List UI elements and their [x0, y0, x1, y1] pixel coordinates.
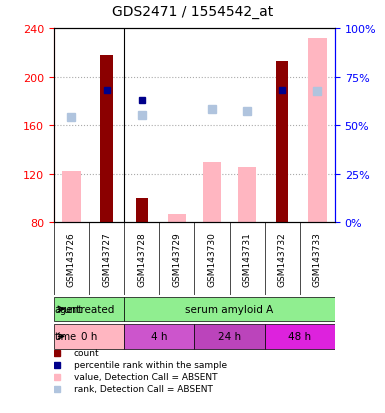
- Text: GSM143728: GSM143728: [137, 232, 146, 287]
- Text: GSM143730: GSM143730: [208, 232, 216, 287]
- Bar: [167, 214, 186, 223]
- Text: GSM143729: GSM143729: [172, 232, 181, 287]
- Text: GSM143731: GSM143731: [243, 232, 252, 287]
- Bar: [136, 199, 148, 223]
- Text: value, Detection Call = ABSENT: value, Detection Call = ABSENT: [74, 373, 217, 382]
- Text: 24 h: 24 h: [218, 332, 241, 342]
- Text: serum amyloid A: serum amyloid A: [186, 304, 274, 314]
- FancyBboxPatch shape: [264, 324, 335, 349]
- Bar: [276, 62, 288, 223]
- Text: percentile rank within the sample: percentile rank within the sample: [74, 361, 227, 369]
- FancyBboxPatch shape: [54, 297, 124, 322]
- Text: count: count: [74, 349, 99, 357]
- Bar: [203, 162, 221, 223]
- FancyBboxPatch shape: [54, 324, 124, 349]
- Bar: [238, 167, 256, 223]
- Text: GSM143726: GSM143726: [67, 232, 76, 287]
- FancyBboxPatch shape: [124, 297, 335, 322]
- Text: GSM143733: GSM143733: [313, 232, 322, 287]
- Bar: [308, 38, 326, 223]
- Bar: [100, 56, 113, 223]
- FancyBboxPatch shape: [124, 324, 194, 349]
- Text: GSM143727: GSM143727: [102, 232, 111, 287]
- Text: 4 h: 4 h: [151, 332, 167, 342]
- Text: 48 h: 48 h: [288, 332, 311, 342]
- Text: agent: agent: [55, 304, 83, 314]
- Text: 0 h: 0 h: [81, 332, 97, 342]
- Text: GSM143732: GSM143732: [278, 232, 287, 287]
- Text: untreated: untreated: [64, 304, 115, 314]
- Text: time: time: [55, 332, 77, 342]
- FancyBboxPatch shape: [194, 324, 264, 349]
- Text: GDS2471 / 1554542_at: GDS2471 / 1554542_at: [112, 5, 273, 19]
- Bar: [62, 172, 81, 223]
- Text: rank, Detection Call = ABSENT: rank, Detection Call = ABSENT: [74, 385, 213, 394]
